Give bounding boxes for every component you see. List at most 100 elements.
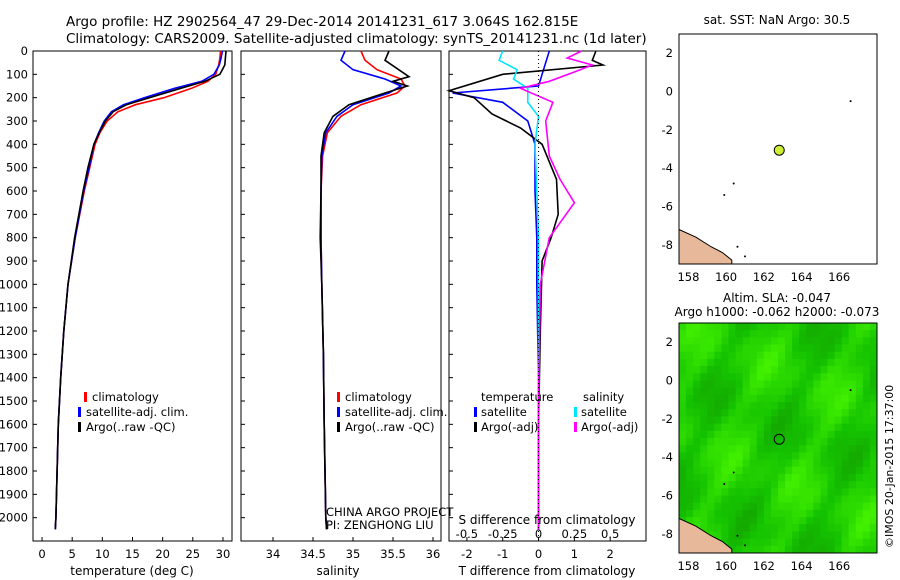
sla-cell <box>841 459 850 468</box>
sla-cell <box>862 416 871 425</box>
sla-cell <box>834 438 843 446</box>
sla-cell <box>785 323 793 331</box>
island <box>732 182 735 185</box>
sla-cell <box>679 495 687 504</box>
sla-cell <box>756 323 765 331</box>
sla-cell <box>700 409 708 418</box>
sla-cell <box>799 445 807 453</box>
sla-cell <box>862 323 871 331</box>
sla-cell <box>792 438 800 446</box>
sla-cell <box>686 517 694 525</box>
sla-cell <box>862 481 871 489</box>
sla-cell <box>792 545 800 553</box>
sla-cell <box>799 394 807 403</box>
sla-cell <box>742 351 751 360</box>
sla-cell <box>679 445 687 453</box>
sla-cell <box>799 330 807 338</box>
sla-cell <box>721 524 730 533</box>
sla-cell <box>785 438 793 446</box>
sla-cell <box>855 351 864 360</box>
sla-cell <box>770 423 779 432</box>
sla-cell <box>735 330 744 338</box>
sla-cell <box>792 538 800 547</box>
sla-cell <box>756 495 765 504</box>
sla-cell <box>742 373 751 382</box>
sla-cell <box>799 423 807 432</box>
sla-cell <box>799 430 807 439</box>
sla-cell <box>749 466 758 475</box>
sla-cell <box>686 452 694 461</box>
sla-cell <box>756 337 765 346</box>
sla-cell <box>721 416 730 425</box>
sla-cell <box>855 373 864 382</box>
sla-cell <box>855 366 864 374</box>
sla-cell <box>707 473 715 482</box>
sla-cell <box>806 409 814 418</box>
sla-cell <box>700 366 708 374</box>
sla-cell <box>693 430 701 439</box>
sla-cell <box>820 524 829 533</box>
sla-cell <box>728 524 737 533</box>
legend-salinity: salinity <box>583 390 624 404</box>
sla-cell <box>693 416 701 425</box>
lat-tick-label: 2 <box>666 335 673 349</box>
sla-cell <box>785 459 793 468</box>
lat-tick-label: -8 <box>662 238 673 252</box>
sla-cell <box>827 495 836 504</box>
sla-cell <box>792 344 800 353</box>
sla-cell <box>679 330 687 338</box>
series-climatology <box>320 50 407 530</box>
depth-tick-label: 1200 <box>0 324 28 338</box>
sla-cell <box>693 423 701 432</box>
sla-cell <box>763 330 772 338</box>
sla-cell <box>848 495 857 504</box>
sla-cell <box>714 509 723 518</box>
sla-cell <box>792 481 800 489</box>
sla-cell <box>707 402 715 410</box>
sla-cell <box>792 416 800 425</box>
sla-cell <box>707 416 715 425</box>
sla-cell <box>848 517 857 525</box>
x-tick-label: -2 <box>461 547 472 561</box>
sla-cell <box>848 423 857 432</box>
sla-cell <box>679 459 687 468</box>
sla-cell <box>679 358 687 367</box>
sla-cell <box>707 445 715 453</box>
sla-cell <box>785 488 793 497</box>
sla-cell <box>827 409 836 418</box>
sla-cell <box>792 531 800 540</box>
sla-cell <box>827 380 836 389</box>
sla-cell <box>827 358 836 367</box>
sla-cell <box>714 402 723 410</box>
sla-cell <box>806 473 814 482</box>
sla-cell <box>728 452 737 461</box>
sla-cell <box>820 481 829 489</box>
header-line-1: Argo profile: HZ 2902564_47 29-Dec-2014 … <box>66 14 578 30</box>
sla-cell <box>778 351 786 360</box>
sla-cell <box>869 502 877 511</box>
sla-cell <box>735 481 744 489</box>
sla-cell <box>806 481 814 489</box>
sla-cell <box>778 416 786 425</box>
depth-tick-label: 1600 <box>0 417 28 431</box>
sla-cell <box>806 380 814 389</box>
legend-swatch-argo <box>78 422 81 432</box>
sla-cell <box>785 423 793 432</box>
sla-cell <box>735 323 744 331</box>
sla-cell <box>813 337 822 346</box>
sla-cell <box>714 524 723 533</box>
sla-cell <box>778 481 786 489</box>
sla-cell <box>841 387 850 396</box>
sla-cell <box>862 394 871 403</box>
sla-cell <box>770 366 779 374</box>
sla-cell <box>721 481 730 489</box>
legend-climatology: climatology <box>345 390 412 404</box>
sla-cell <box>778 373 786 382</box>
series-s-satellite <box>498 50 540 530</box>
sla-cell <box>862 531 871 540</box>
sla-cell <box>707 344 715 353</box>
legend-satellite: satellite-adj. clim. <box>86 405 188 419</box>
sla-cell <box>848 531 857 540</box>
x-tick-label: 30 <box>216 547 231 561</box>
sla-cell <box>820 330 829 338</box>
